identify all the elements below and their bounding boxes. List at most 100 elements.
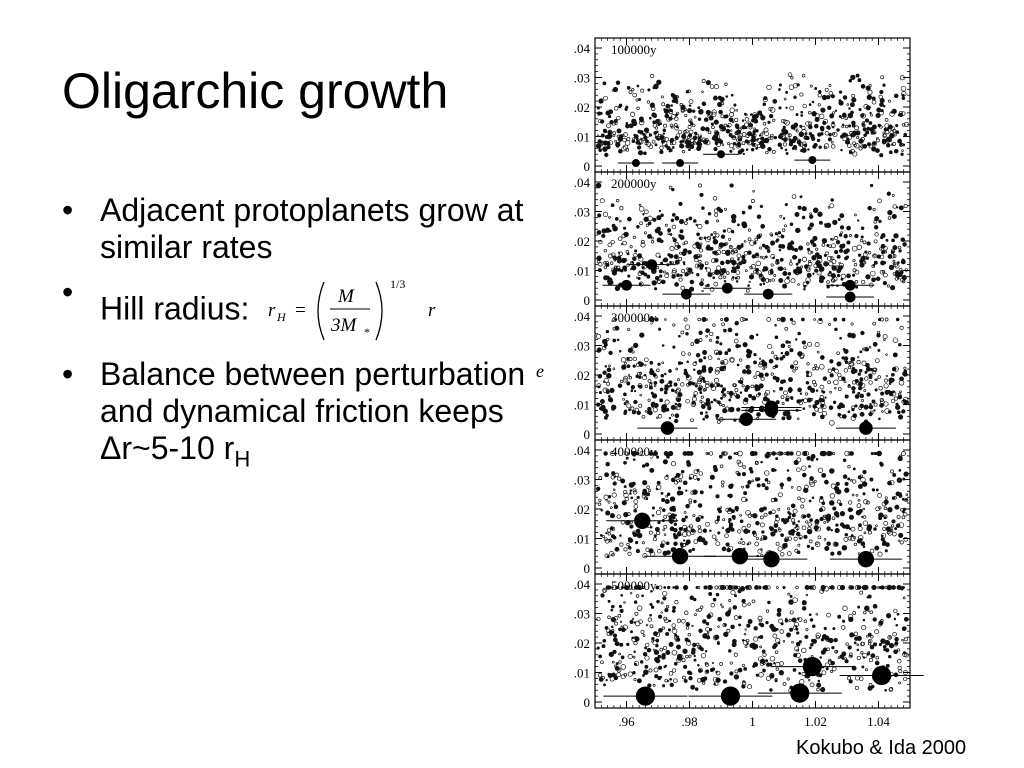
planetesimal-point bbox=[903, 369, 908, 374]
planetesimal-point bbox=[748, 541, 752, 545]
planetesimal-point bbox=[701, 206, 705, 210]
planetesimal-point bbox=[832, 452, 836, 455]
planetesimal-point bbox=[703, 356, 707, 360]
planetesimal-point bbox=[838, 90, 843, 94]
planetesimal-point bbox=[606, 373, 612, 379]
planetesimal-point bbox=[645, 132, 651, 138]
planetesimal-point bbox=[630, 389, 634, 393]
planetesimal-point bbox=[820, 132, 824, 136]
planetesimal-point bbox=[849, 102, 855, 108]
planetesimal-point bbox=[718, 208, 724, 214]
planetesimal-point bbox=[865, 668, 868, 672]
planetesimal-point bbox=[838, 115, 842, 118]
planetesimal-point bbox=[684, 272, 689, 277]
planetesimal-point bbox=[835, 481, 840, 487]
planetesimal-point bbox=[870, 653, 876, 659]
planetesimal-point bbox=[833, 379, 839, 386]
planetesimal-point bbox=[709, 474, 715, 480]
planetesimal-point bbox=[683, 370, 689, 376]
planetesimal-point bbox=[838, 261, 841, 265]
planetesimal-point bbox=[668, 369, 672, 373]
planetesimal-point bbox=[841, 356, 845, 360]
planetesimal-point bbox=[859, 393, 865, 399]
planetesimal-point bbox=[697, 317, 701, 322]
planetesimal-point bbox=[642, 133, 646, 136]
planetesimal-point bbox=[601, 233, 606, 238]
planetesimal-point bbox=[860, 113, 866, 119]
y-tick-label: .02 bbox=[574, 502, 590, 517]
formula-lhs-sub: H bbox=[276, 310, 287, 324]
planetesimal-point bbox=[643, 374, 647, 377]
planetesimal-point bbox=[893, 396, 898, 401]
planetesimal-point bbox=[598, 98, 604, 104]
planetesimal-point bbox=[629, 492, 632, 495]
planetesimal-point bbox=[734, 332, 739, 337]
planetesimal-point bbox=[636, 605, 643, 612]
planetesimal-point bbox=[704, 126, 710, 132]
planetesimal-point bbox=[837, 614, 842, 619]
planetesimal-point bbox=[772, 389, 776, 393]
planetesimal-point bbox=[738, 623, 742, 627]
planetesimal-point bbox=[844, 394, 849, 399]
planetesimal-point bbox=[652, 407, 658, 413]
planetesimal-point bbox=[657, 414, 663, 419]
planetesimal-point bbox=[879, 403, 884, 408]
planetesimal-point bbox=[691, 400, 696, 405]
planetesimal-point bbox=[603, 377, 609, 384]
planetesimal-point bbox=[815, 457, 819, 461]
planetesimal-point bbox=[771, 626, 777, 632]
planetesimal-point bbox=[674, 413, 680, 419]
planetesimal-point bbox=[692, 475, 698, 480]
planetesimal-point bbox=[863, 346, 868, 352]
planetesimal-point bbox=[688, 498, 693, 503]
planetesimal-point bbox=[820, 403, 825, 408]
planetesimal-point bbox=[789, 627, 794, 632]
planetesimal-point bbox=[758, 134, 762, 137]
planetesimal-point bbox=[616, 115, 621, 121]
planetesimal-point bbox=[618, 604, 623, 608]
planetesimal-point bbox=[804, 264, 809, 269]
planetesimal-point bbox=[875, 113, 881, 119]
planetesimal-point bbox=[777, 142, 783, 148]
planetesimal-point bbox=[839, 522, 845, 527]
planetesimal-point bbox=[697, 503, 703, 508]
planetesimal-point bbox=[627, 671, 633, 677]
planetesimal-point bbox=[652, 217, 657, 222]
y-tick-label: .01 bbox=[574, 130, 590, 145]
planetesimal-point bbox=[832, 132, 838, 138]
y-tick-label: .03 bbox=[574, 71, 590, 86]
planetesimal-point bbox=[685, 503, 690, 509]
planetesimal-point bbox=[897, 659, 902, 664]
planetesimal-point bbox=[694, 613, 697, 616]
planetesimal-point bbox=[789, 105, 795, 111]
planetesimal-point bbox=[849, 361, 855, 367]
planetesimal-point bbox=[614, 139, 617, 143]
planetesimal-point bbox=[777, 527, 781, 530]
planetesimal-point bbox=[692, 513, 696, 518]
planetesimal-point bbox=[883, 383, 889, 389]
planetesimal-point bbox=[597, 385, 601, 389]
planetesimal-point bbox=[685, 451, 691, 456]
planetesimal-point bbox=[747, 513, 752, 518]
planetesimal-point bbox=[811, 242, 815, 246]
planetesimal-point bbox=[668, 671, 674, 676]
planetesimal-point bbox=[841, 245, 845, 249]
planetesimal-point bbox=[690, 650, 696, 655]
planetesimal-point bbox=[807, 250, 812, 255]
planetesimal-point bbox=[788, 341, 791, 344]
planetesimal-point bbox=[715, 494, 720, 499]
planetesimal-point bbox=[741, 256, 745, 260]
planetesimal-point bbox=[897, 245, 902, 250]
planetesimal-point bbox=[656, 531, 661, 536]
planetesimal-point bbox=[734, 276, 738, 280]
planetesimal-point bbox=[766, 480, 771, 485]
planetesimal-point bbox=[789, 222, 794, 226]
planetesimal-point bbox=[626, 86, 631, 90]
planetesimal-point bbox=[626, 512, 631, 516]
planetesimal-point bbox=[729, 585, 733, 590]
planetesimal-point bbox=[609, 229, 612, 233]
planetesimal-point bbox=[876, 586, 880, 589]
planetesimal-point bbox=[881, 410, 884, 413]
planetesimal-point bbox=[663, 390, 668, 395]
planetesimal-point bbox=[635, 98, 639, 102]
